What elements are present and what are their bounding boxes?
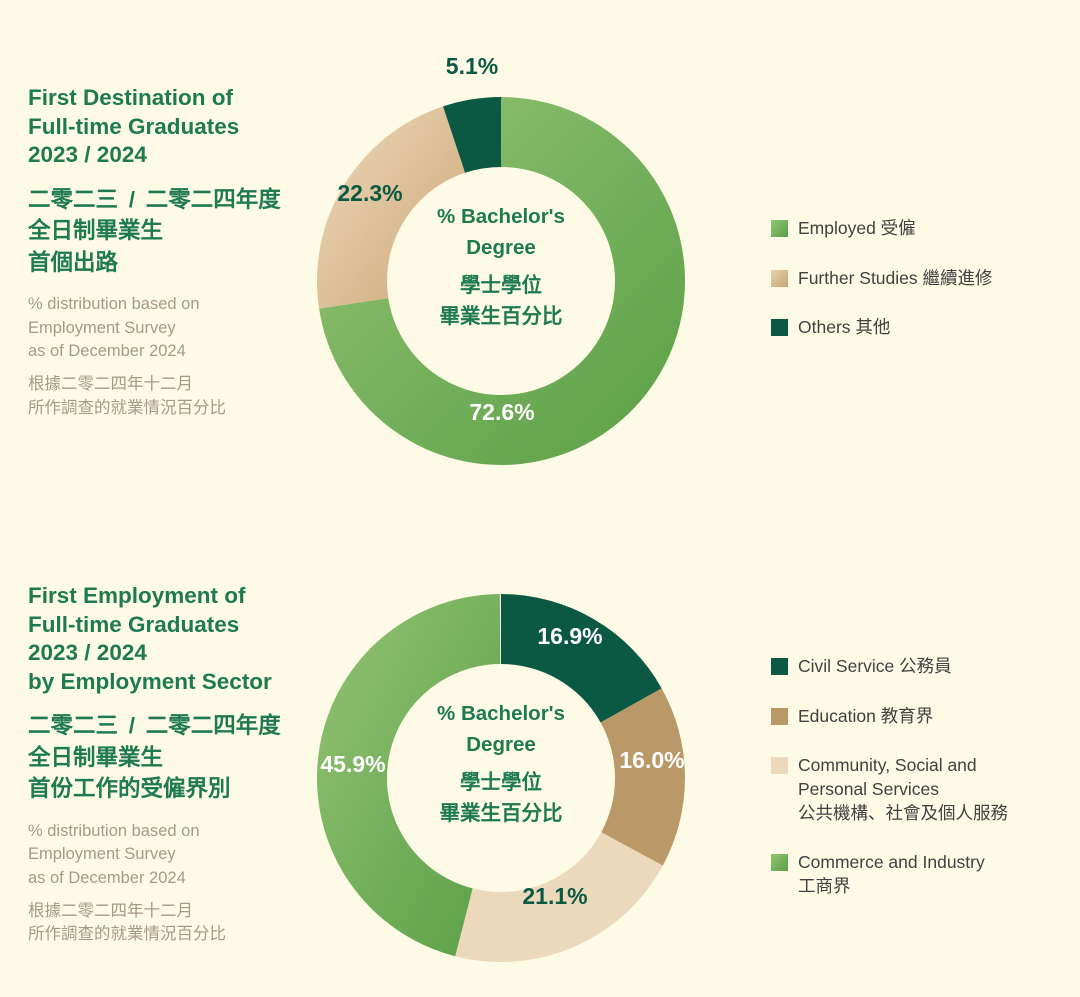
svg-text:16.9%: 16.9% [537, 623, 602, 649]
svg-text:21.1%: 21.1% [522, 883, 587, 909]
svg-text:72.6%: 72.6% [469, 399, 534, 425]
